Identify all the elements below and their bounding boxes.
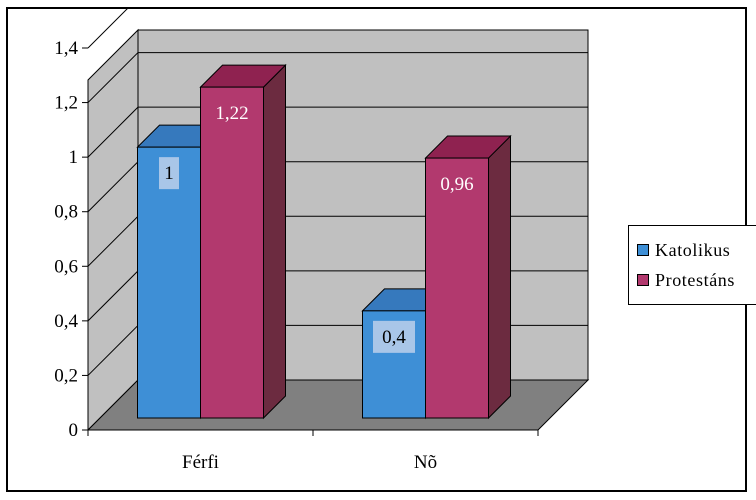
y-tick-label: 1: [69, 147, 79, 168]
bar-chart: 0 0,2 0,4 0,6 0,8 1 1,2 1,4 Férfi Nõ 1 0,4 1,22 0,96: [54, 9, 590, 473]
y-tick-label: 0,6: [54, 256, 78, 277]
x-category-label: Férfi: [182, 452, 219, 473]
legend-item-protestans: Protestáns: [637, 270, 735, 290]
legend-swatch-katolikus: [637, 244, 649, 256]
gridline-side: [87, 52, 139, 103]
data-label: 0,4: [382, 327, 406, 348]
data-label: 1,22: [215, 103, 248, 124]
gridline-side: [87, 161, 139, 213]
gridline-side: [87, 9, 128, 49]
chart-frame: 0 0,2 0,4 0,6 0,8 1 1,2 1,4 Férfi Nõ 1 0,4 1,22 0,96 …: [6, 7, 756, 492]
x-category-label: Nõ: [414, 452, 437, 473]
bar: [200, 86, 264, 419]
legend-label-protestans: Protestáns: [655, 269, 735, 290]
gridline-side: [87, 215, 139, 267]
y-tick-label: 1,2: [54, 93, 78, 114]
bar: [425, 157, 489, 419]
data-label: 1: [164, 163, 174, 184]
legend-item-katolikus: Katolikus: [637, 240, 730, 260]
bar: [137, 146, 201, 419]
gridline-side: [87, 106, 139, 158]
legend-label-katolikus: Katolikus: [655, 239, 731, 260]
y-tick-label: 0,8: [54, 202, 78, 223]
bar-side: [263, 63, 286, 420]
y-tick-label: 0: [69, 420, 79, 441]
data-label-box: [159, 157, 179, 190]
data-label-box: [373, 320, 415, 353]
legend-swatch-protestans: [637, 274, 649, 286]
y-tick-label: 0,4: [54, 311, 78, 332]
side-wall: [87, 28, 139, 432]
legend: Katolikus Protestáns: [628, 225, 756, 305]
y-tick-label: 1,4: [54, 38, 78, 59]
gridline-side: [87, 325, 139, 376]
y-tick-label: 0,2: [54, 365, 78, 386]
bar-side: [488, 134, 511, 420]
gridline-side: [87, 270, 139, 322]
data-label: 0,96: [440, 174, 473, 195]
